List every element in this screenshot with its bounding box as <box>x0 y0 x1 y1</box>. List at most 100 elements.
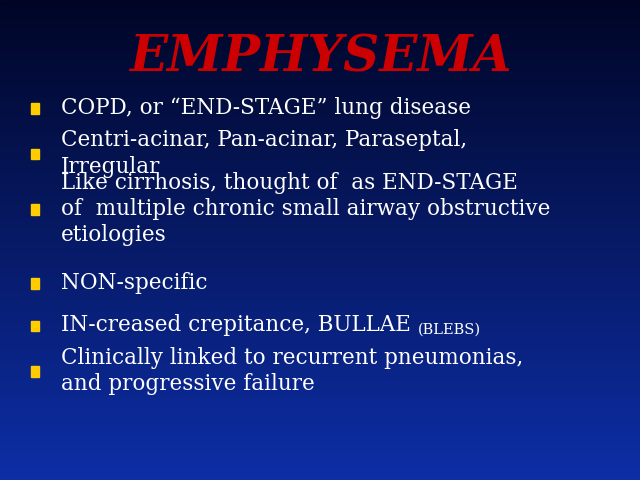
Bar <box>0 463 640 466</box>
Bar <box>0 134 640 137</box>
Bar <box>0 106 640 108</box>
Bar <box>31 204 40 215</box>
Bar <box>0 302 640 305</box>
Bar <box>0 115 640 118</box>
Bar <box>0 98 640 101</box>
Bar <box>0 317 640 319</box>
Text: Like cirrhosis, thought of  as END-STAGE
of  multiple chronic small airway obstr: Like cirrhosis, thought of as END-STAGE … <box>61 171 550 246</box>
Bar <box>0 67 640 70</box>
Bar <box>31 149 40 159</box>
Bar <box>0 197 640 199</box>
Bar <box>0 468 640 470</box>
Bar <box>0 458 640 461</box>
Bar <box>0 312 640 314</box>
Bar <box>0 86 640 89</box>
Bar <box>0 158 640 161</box>
Bar <box>0 214 640 216</box>
Bar <box>0 346 640 348</box>
Bar <box>0 53 640 55</box>
Bar <box>0 322 640 324</box>
Bar <box>0 142 640 144</box>
Bar <box>0 336 640 338</box>
Bar <box>0 216 640 218</box>
Bar <box>0 314 640 317</box>
Bar <box>0 478 640 480</box>
Text: COPD, or “END-STAGE” lung disease: COPD, or “END-STAGE” lung disease <box>61 97 471 119</box>
Bar <box>0 343 640 346</box>
Bar <box>0 163 640 166</box>
Bar <box>0 29 640 31</box>
Bar <box>0 62 640 65</box>
Bar <box>0 108 640 110</box>
Bar <box>0 254 640 257</box>
Bar <box>0 55 640 58</box>
Bar <box>0 17 640 19</box>
Bar <box>0 218 640 221</box>
Bar <box>0 166 640 168</box>
Bar <box>0 156 640 158</box>
Bar <box>0 185 640 187</box>
Bar <box>0 439 640 442</box>
Bar <box>0 151 640 154</box>
Bar <box>0 182 640 185</box>
Bar <box>0 442 640 444</box>
Text: Centri-acinar, Pan-acinar, Paraseptal,
Irregular: Centri-acinar, Pan-acinar, Paraseptal, I… <box>61 130 467 178</box>
Bar <box>0 398 640 401</box>
Bar <box>0 305 640 307</box>
Bar <box>0 413 640 415</box>
Bar <box>0 34 640 36</box>
Bar <box>0 65 640 67</box>
Bar <box>31 278 40 289</box>
Bar <box>0 300 640 302</box>
Bar <box>0 324 640 326</box>
Bar <box>0 353 640 355</box>
Bar <box>0 370 640 372</box>
Bar <box>0 432 640 434</box>
Bar <box>0 329 640 331</box>
Bar <box>0 221 640 223</box>
Bar <box>0 139 640 142</box>
Bar <box>0 161 640 163</box>
Bar <box>0 466 640 468</box>
Bar <box>0 228 640 230</box>
Bar <box>0 175 640 178</box>
Bar <box>0 130 640 132</box>
Bar <box>0 36 640 38</box>
Bar <box>0 281 640 283</box>
Bar <box>0 24 640 26</box>
Bar <box>0 91 640 94</box>
Bar <box>0 43 640 46</box>
Bar <box>0 386 640 389</box>
Bar <box>0 113 640 115</box>
Bar <box>0 41 640 43</box>
Bar <box>0 31 640 34</box>
Bar <box>0 377 640 379</box>
Bar <box>0 202 640 204</box>
Bar <box>0 348 640 350</box>
Bar <box>0 146 640 149</box>
Bar <box>0 384 640 386</box>
Bar <box>0 367 640 370</box>
Bar <box>0 475 640 478</box>
Bar <box>0 288 640 290</box>
Text: NON-specific: NON-specific <box>61 272 207 294</box>
Bar <box>0 252 640 254</box>
Bar <box>0 58 640 60</box>
Bar <box>0 84 640 86</box>
Bar <box>0 5 640 7</box>
Bar <box>0 334 640 336</box>
Bar <box>0 298 640 300</box>
Bar <box>0 7 640 10</box>
Bar <box>0 70 640 72</box>
Bar <box>0 50 640 53</box>
Bar <box>0 125 640 127</box>
Bar <box>0 422 640 425</box>
Bar <box>0 379 640 382</box>
Bar <box>0 89 640 91</box>
Bar <box>0 338 640 341</box>
Bar <box>0 22 640 24</box>
Bar <box>0 451 640 454</box>
Bar <box>0 247 640 250</box>
Bar <box>0 278 640 281</box>
Bar <box>0 262 640 264</box>
